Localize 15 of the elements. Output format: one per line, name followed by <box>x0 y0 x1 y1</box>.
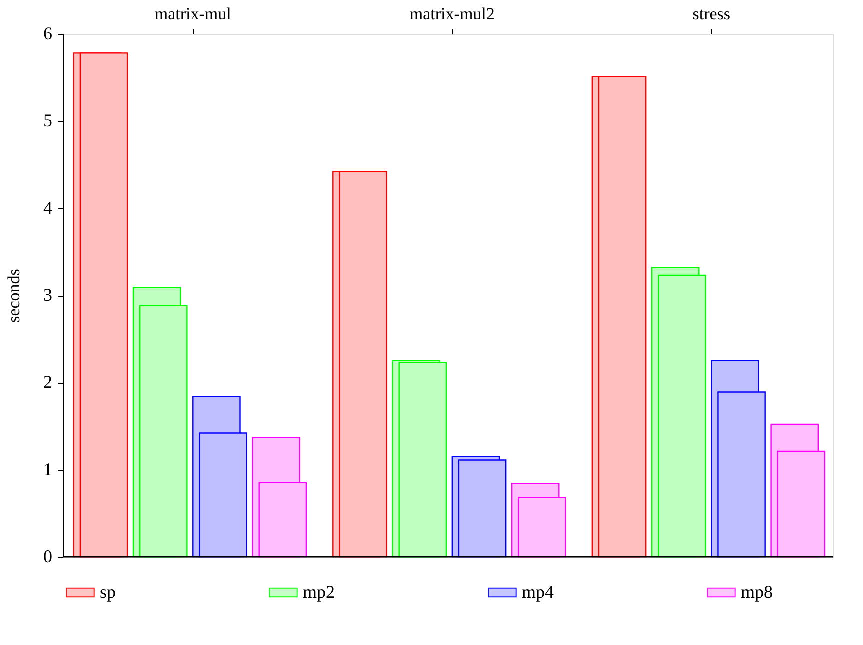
legend-label: mp4 <box>522 582 554 602</box>
y-axis-title: seconds <box>4 269 24 323</box>
legend-label: sp <box>100 582 116 602</box>
legend-label: mp2 <box>303 582 336 602</box>
x-tick-label: stress <box>692 4 731 24</box>
y-tick-label: 1 <box>44 459 52 480</box>
y-tick-label: 2 <box>44 372 52 392</box>
x-tick-label: matrix-mul <box>154 4 232 24</box>
y-tick-label: 0 <box>44 546 52 566</box>
legend-label: mp8 <box>741 582 774 602</box>
y-tick-label: 5 <box>44 110 52 131</box>
y-tick-label: 6 <box>44 24 52 44</box>
x-tick-label: matrix-mul2 <box>410 4 495 24</box>
y-tick-label: 3 <box>44 285 52 305</box>
y-tick-label: 4 <box>44 198 52 218</box>
